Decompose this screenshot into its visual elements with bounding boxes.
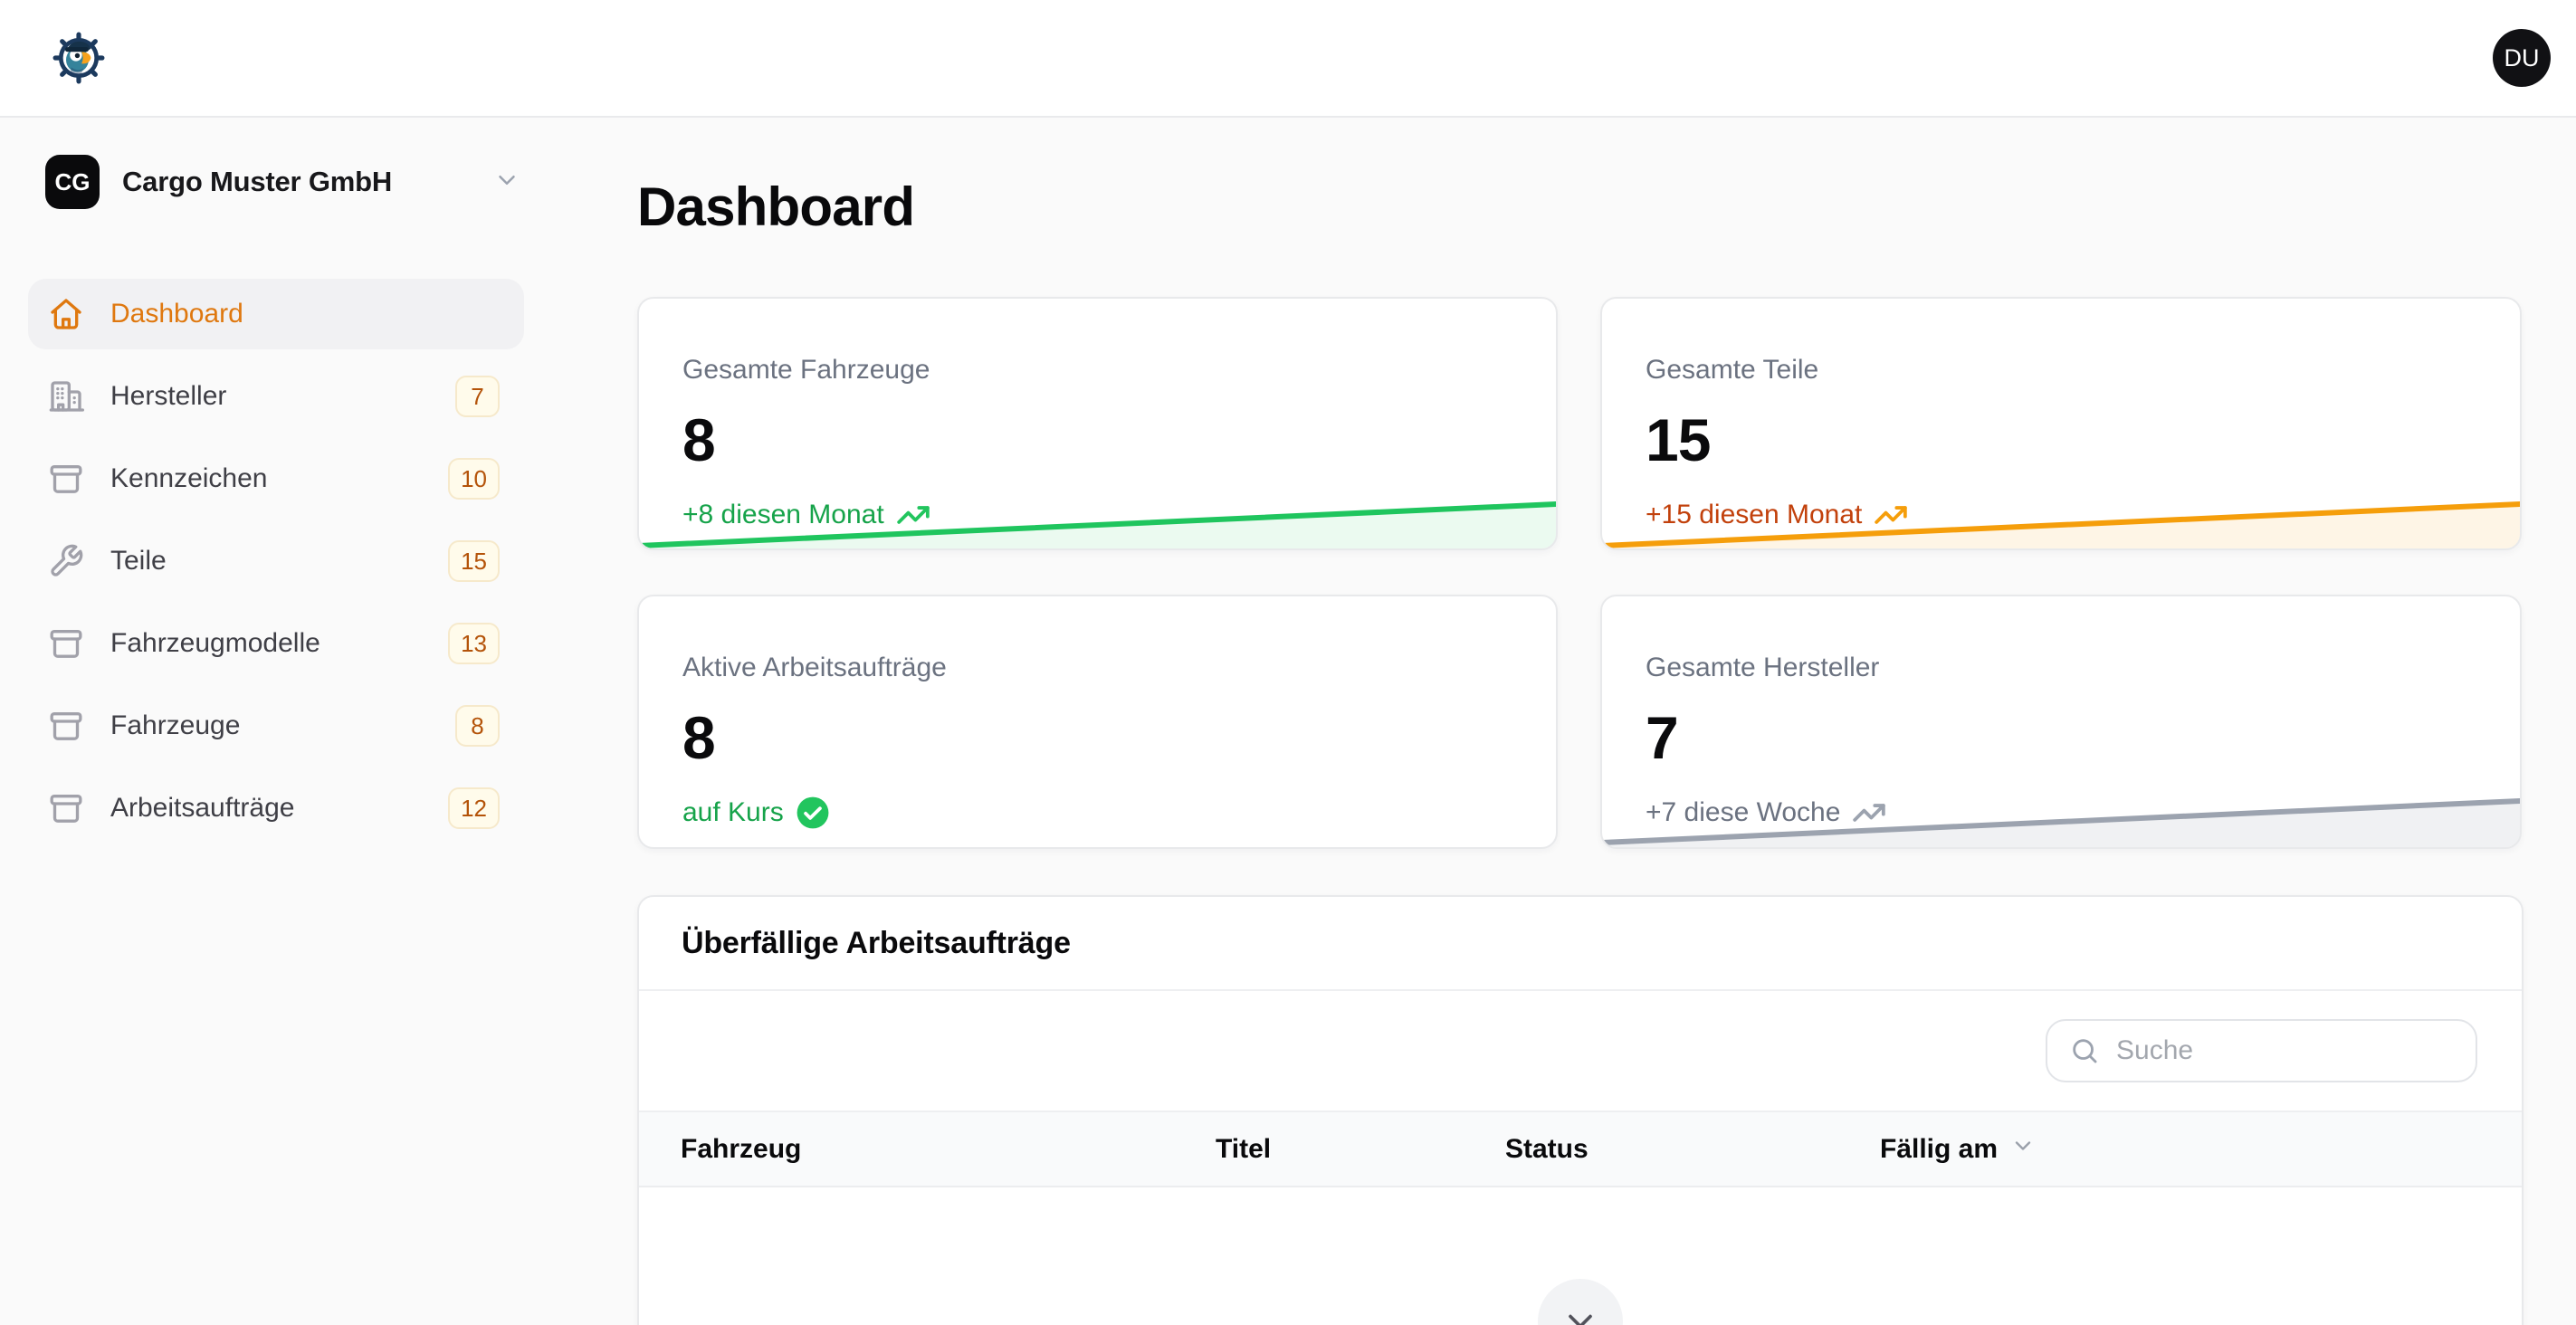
stat-card-gesamte-fahrzeuge: Gesamte Fahrzeuge 8 +8 diesen Monat xyxy=(637,297,1558,550)
count-badge: 8 xyxy=(455,705,500,747)
stat-delta: +15 diesen Monat xyxy=(1646,498,2476,532)
sidebar-item-label: Hersteller xyxy=(110,381,227,411)
stat-delta: +7 diese Woche xyxy=(1646,796,2476,830)
table-header-row: Fahrzeug Titel Status Fällig am xyxy=(639,1111,2522,1187)
topbar: DU xyxy=(0,0,2576,118)
sidebar-item-label: Fahrzeugmodelle xyxy=(110,628,320,658)
trending-up-icon xyxy=(1853,804,1886,822)
column-header-label: Fahrzeug xyxy=(681,1133,802,1164)
org-initials: CG xyxy=(54,167,91,195)
stat-value: 8 xyxy=(682,406,716,473)
search-box[interactable] xyxy=(2046,1019,2477,1082)
stat-delta-text: auf Kurs xyxy=(682,797,784,827)
app-logo[interactable] xyxy=(52,32,105,84)
section-title: Überfällige Arbeitsaufträge xyxy=(639,897,2522,991)
column-header-label: Fällig am xyxy=(1880,1133,1999,1164)
count-badge: 10 xyxy=(448,458,500,500)
sidebar-item-dashboard[interactable]: Dashboard xyxy=(28,279,524,349)
avatar-initials: DU xyxy=(2504,43,2540,71)
column-header-titel: Titel xyxy=(1216,1134,1505,1165)
stat-label: Gesamte Hersteller xyxy=(1646,653,1880,682)
count-badge: 12 xyxy=(448,787,500,829)
stat-value: 7 xyxy=(1646,704,1679,771)
sidebar-item-fahrzeugmodelle[interactable]: Fahrzeugmodelle 13 xyxy=(28,608,524,679)
sparkline-chart xyxy=(1602,501,2520,548)
trending-up-icon xyxy=(1875,506,1908,524)
sidebar: CG Cargo Muster GmbH Dashboard Herstelle… xyxy=(28,118,524,844)
sidebar-nav: Dashboard Hersteller 7 Kennzeichen 10 xyxy=(28,279,524,844)
check-circle-icon xyxy=(797,796,829,829)
archive-icon xyxy=(50,465,82,493)
stat-delta-text: +7 diese Woche xyxy=(1646,797,1841,827)
expand-button[interactable] xyxy=(1538,1279,1623,1325)
trending-up-icon xyxy=(896,506,930,524)
count-badge: 13 xyxy=(448,623,500,664)
chevron-down-icon xyxy=(493,167,520,198)
stat-card-gesamte-teile: Gesamte Teile 15 +15 diesen Monat xyxy=(1600,297,2522,550)
sidebar-item-label: Teile xyxy=(110,546,167,576)
sidebar-item-arbeitsauftraege[interactable]: Arbeitsaufträge 12 xyxy=(28,773,524,844)
stat-value: 15 xyxy=(1646,406,1711,473)
captain-parrot-ship-wheel-logo xyxy=(52,32,105,84)
column-header-label: Titel xyxy=(1216,1133,1272,1164)
stat-delta: auf Kurs xyxy=(682,796,1512,830)
stat-label: Aktive Arbeitsaufträge xyxy=(682,653,947,682)
org-name: Cargo Muster GmbH xyxy=(122,166,393,197)
table-body xyxy=(639,1187,2522,1325)
sparkline-chart xyxy=(639,501,1556,548)
stat-delta-text: +15 diesen Monat xyxy=(1646,500,1863,529)
search-icon xyxy=(2073,1039,2097,1063)
sidebar-item-kennzeichen[interactable]: Kennzeichen 10 xyxy=(28,443,524,514)
sidebar-item-label: Kennzeichen xyxy=(110,463,268,493)
archive-icon xyxy=(50,630,82,658)
overdue-work-orders-card: Überfällige Arbeitsaufträge Fahrzeug Tit… xyxy=(637,895,2524,1325)
count-badge: 7 xyxy=(455,376,500,417)
chevron-down-icon xyxy=(1569,1314,1592,1325)
sort-chevron-down-icon xyxy=(2010,1133,2036,1166)
stat-card-aktive-arbeitsauftraege: Aktive Arbeitsaufträge 8 auf Kurs xyxy=(637,595,1558,849)
sidebar-item-label: Fahrzeuge xyxy=(110,710,241,740)
stat-delta-text: +8 diesen Monat xyxy=(682,500,884,529)
sidebar-item-label: Dashboard xyxy=(110,299,243,329)
home-icon xyxy=(51,299,81,329)
org-switcher[interactable]: CG Cargo Muster GmbH xyxy=(28,155,524,209)
column-header-status: Status xyxy=(1505,1134,1880,1165)
stat-card-gesamte-hersteller: Gesamte Hersteller 7 +7 diese Woche xyxy=(1600,595,2522,849)
column-header-fahrzeug: Fahrzeug xyxy=(681,1134,1216,1165)
search-input[interactable] xyxy=(2116,1035,2457,1066)
wrench-icon xyxy=(51,544,83,577)
sidebar-item-hersteller[interactable]: Hersteller 7 xyxy=(28,361,524,432)
sidebar-item-label: Arbeitsaufträge xyxy=(110,793,295,823)
stat-value: 8 xyxy=(682,704,716,771)
count-badge: 15 xyxy=(448,540,500,582)
stat-label: Gesamte Teile xyxy=(1646,355,1819,385)
archive-icon xyxy=(50,712,82,740)
org-logo: CG xyxy=(45,155,100,209)
column-header-faellig-am[interactable]: Fällig am xyxy=(1880,1133,2522,1166)
column-header-label: Status xyxy=(1505,1133,1589,1164)
stat-label: Gesamte Fahrzeuge xyxy=(682,355,930,385)
user-avatar[interactable]: DU xyxy=(2493,29,2551,87)
sidebar-item-teile[interactable]: Teile 15 xyxy=(28,526,524,596)
sparkline-chart xyxy=(1602,798,2520,847)
stat-delta: +8 diesen Monat xyxy=(682,498,1512,532)
sidebar-item-fahrzeuge[interactable]: Fahrzeuge 8 xyxy=(28,691,524,761)
page-title: Dashboard xyxy=(637,176,915,237)
archive-icon xyxy=(50,795,82,823)
building-icon xyxy=(49,381,84,412)
table-toolbar xyxy=(639,991,2522,1111)
